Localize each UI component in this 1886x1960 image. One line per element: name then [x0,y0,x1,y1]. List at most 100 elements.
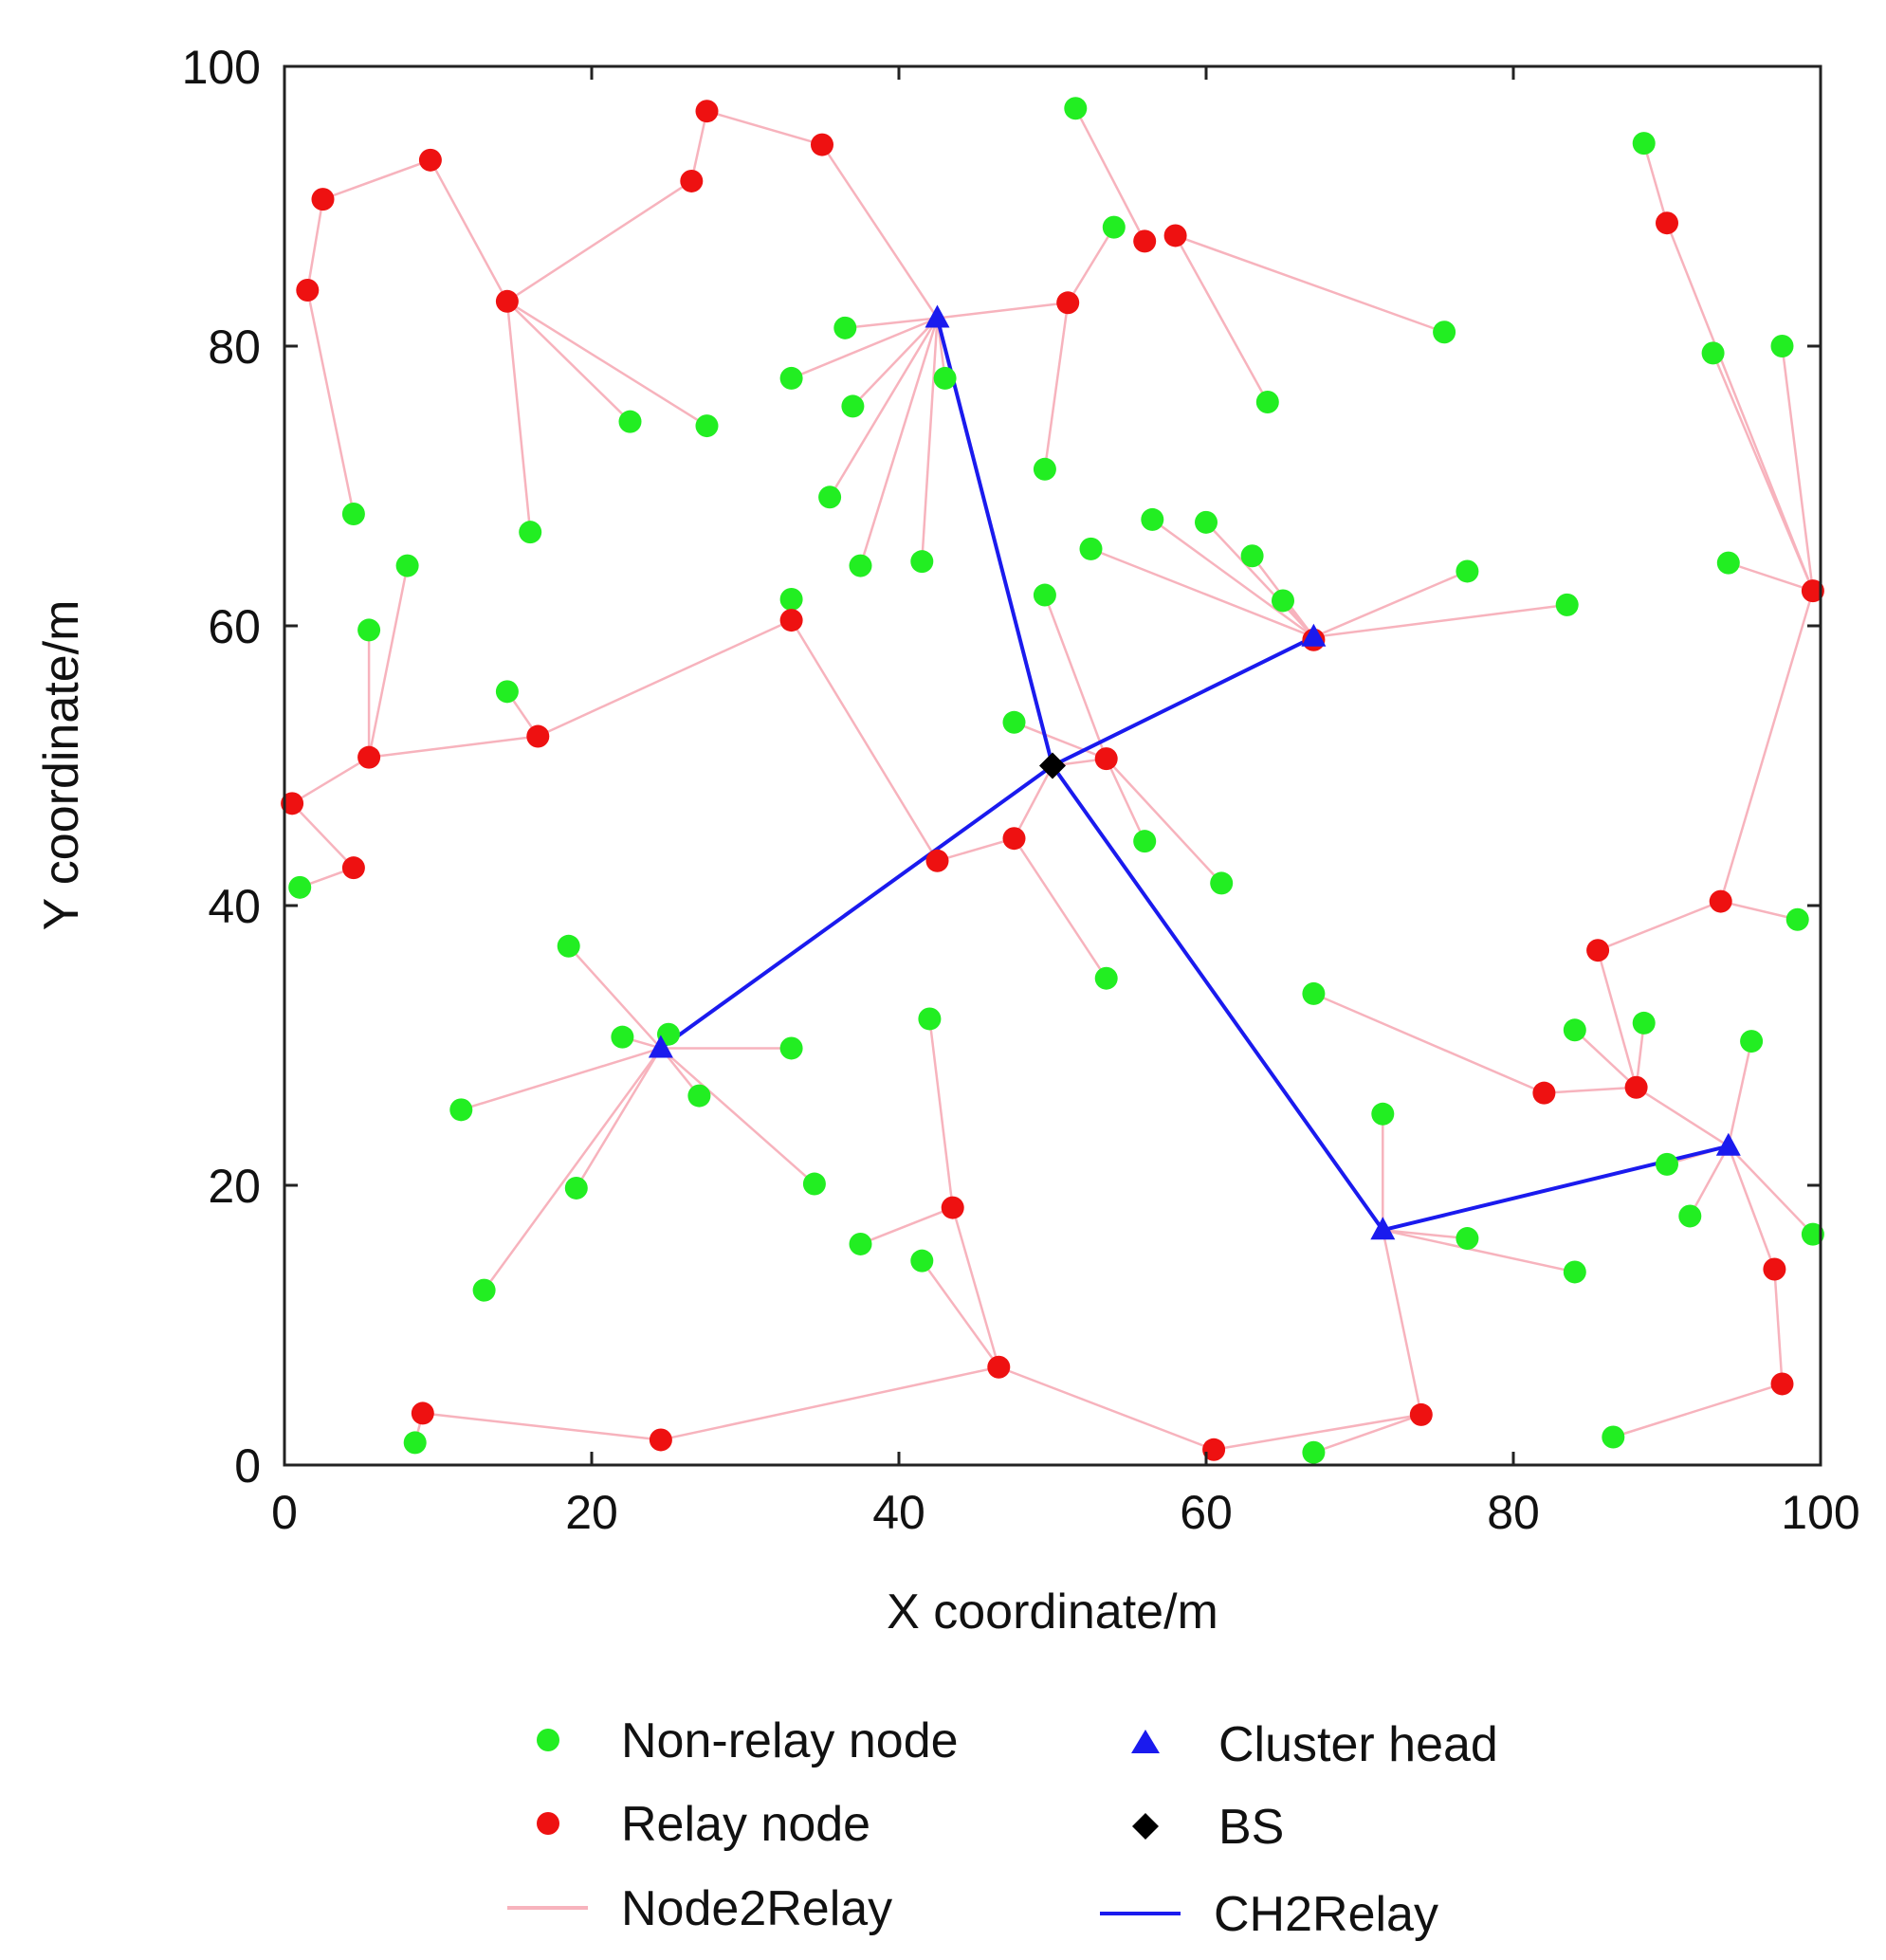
node2relay-link [1781,345,1815,592]
node2relay-link [706,109,823,146]
node2relay-link [1727,1040,1753,1146]
node2relay-link [1597,900,1722,952]
non-relay-node [395,554,419,577]
bs-marker [1039,752,1066,779]
non-relay-node [1456,1227,1479,1251]
non-relay-node [1033,583,1056,607]
non-relay-node [818,485,842,509]
y-tick-label: 20 [208,1160,261,1213]
non-relay-node [403,1431,427,1455]
node2relay-link [537,618,793,738]
cluster-head [1715,1132,1741,1156]
legend-non-relay-marker [537,1729,559,1751]
relay-node [1656,211,1678,235]
node2relay-link [575,1047,662,1189]
x-tick-label: 20 [565,1486,618,1539]
node2relay-link [1727,1145,1776,1270]
non-relay-node [779,1036,803,1060]
non-relay-node [849,1232,872,1255]
non-relay-node [849,554,872,577]
y-tick-label: 100 [182,41,261,94]
node2relay-link [690,110,708,182]
node2relay-link [1719,590,1815,902]
non-relay-node [1563,1260,1586,1284]
relay-node [1202,1438,1226,1461]
node2relay-link [820,143,939,320]
node2relay-link [1205,521,1315,638]
tick-labels: 0 20 40 60 80 100 0 20 40 60 80 100 [182,41,1860,1539]
legend-relay-label: Relay node [621,1797,870,1852]
relay-node [526,724,550,748]
node2relay-link [1151,518,1315,638]
y-tick-label: 0 [234,1439,261,1493]
ch2relay-link [935,318,1054,766]
non-relay-node [618,410,642,433]
non-relay-node [1801,1222,1824,1246]
non-relay-node [1656,1152,1678,1176]
relay-node [1801,579,1824,603]
non-relay-node [695,414,719,438]
plot-frame [283,64,1822,1467]
relay-node [1532,1081,1556,1105]
node2relay-link [1174,234,1269,403]
non-relay-node [495,680,519,704]
non-relay-node [1678,1204,1702,1228]
relay-node [281,792,304,815]
non-relay-node [1302,981,1326,1005]
x-tick-label: 100 [1781,1486,1859,1539]
relay-node [311,188,335,211]
node2relay-link [1013,764,1054,839]
node2relay-link [1014,721,1108,760]
non-relay-node [1094,966,1118,990]
node2relay-link [951,1207,1000,1368]
node2relay-link [322,158,431,201]
node2relay-link [829,317,939,498]
node2relay-link [1312,992,1545,1094]
relay-node [680,169,704,192]
cluster-head [1301,623,1327,647]
non-relay-node [1456,559,1479,583]
node2relay-link [921,318,939,562]
non-relay-node [1102,215,1126,239]
node2relay-link [790,619,939,862]
non-relay-node [1079,537,1103,560]
non-relay-node [1785,907,1809,931]
non-relay-node [833,316,857,339]
ch2relay-link [1052,635,1315,768]
legend-cluster-head-marker [1131,1730,1160,1753]
node2relay-link [660,1047,815,1185]
node2relay-link [1596,949,1638,1089]
non-relay-nodes [288,97,1824,1464]
cluster-heads [648,304,1741,1240]
legend-relay-marker [537,1812,559,1835]
node2relay-link [1382,1228,1468,1240]
axis-ticks [283,64,1822,1467]
non-relay-node [1602,1425,1625,1449]
x-tick-label: 80 [1487,1486,1540,1539]
node2relay-link [1635,1086,1730,1147]
non-relay-node [802,1172,826,1196]
relay-node [1056,291,1080,315]
node2relay-link [928,1018,954,1208]
node2relay-link [1090,547,1314,638]
node2relay-link [1544,1086,1637,1094]
node2relay-link [505,301,532,533]
node2relay-link [1612,1383,1783,1438]
relay-node [341,856,365,880]
node2relay-link [460,1047,662,1111]
node2relay-link [1013,837,1108,980]
node2relay-link [306,289,356,515]
node2relay-link [506,300,708,428]
non-relay-node [1133,830,1157,853]
relay-node [1763,1257,1786,1281]
non-relay-node [1555,593,1579,616]
node2relay-link [1689,1145,1730,1218]
node2relay-link [422,1412,662,1441]
non-relay-node [1210,871,1234,895]
non-relay-node [1255,391,1279,413]
relay-node [695,100,719,123]
x-tick-label: 0 [271,1486,298,1539]
relay-node [1770,1372,1794,1396]
relay-nodes [281,100,1824,1461]
